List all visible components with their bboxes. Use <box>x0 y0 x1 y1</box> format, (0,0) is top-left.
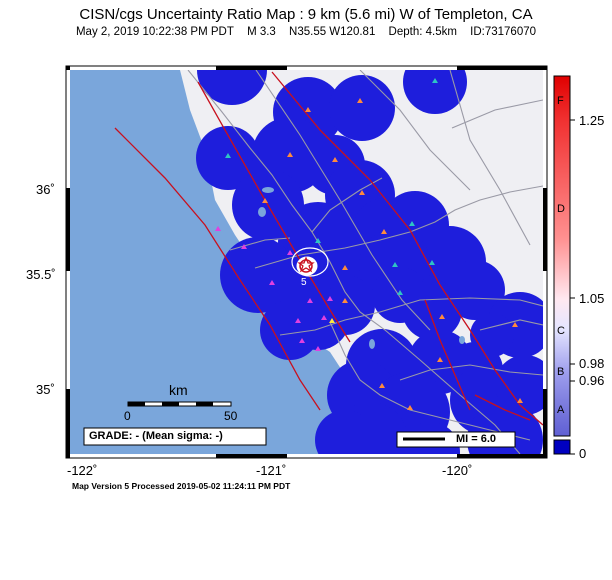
scale-end: 50 <box>224 409 238 423</box>
event-details: May 2, 2019 10:22:38 PM PDT M 3.3 N35.55… <box>0 26 612 38</box>
x-tick-122: -122˚ <box>67 463 98 478</box>
colorbar <box>553 75 575 455</box>
faults <box>114 71 543 426</box>
grade-box <box>83 427 267 446</box>
map-area: 5 <box>70 70 543 454</box>
mi-legend <box>396 431 516 448</box>
scale-bar <box>127 401 232 407</box>
svg-text:5: 5 <box>301 277 307 288</box>
colorbar-value-1-25: 1.25 <box>579 113 605 128</box>
colorbar-value-0: 0 <box>579 446 587 461</box>
map-footer: Map Version 5 Processed 2019-05-02 11:24… <box>72 481 291 491</box>
event-depth: Depth: 4.5km <box>388 26 457 38</box>
stations <box>215 78 523 410</box>
lakes <box>258 187 465 349</box>
event-date: May 2, 2019 10:22:38 PM PDT <box>75 26 234 38</box>
colorbar-letter-a: A <box>557 404 565 416</box>
map-frame <box>65 65 548 459</box>
colorbar-letter-f: F <box>557 95 564 107</box>
colorbar-letter-d: D <box>557 203 565 215</box>
event-magnitude: M 3.3 <box>247 26 276 38</box>
roads <box>187 70 543 454</box>
epicenter-contours: 5 <box>291 247 329 288</box>
x-tick-121: -121˚ <box>256 463 287 478</box>
colorbar-value-1-05: 1.05 <box>579 291 605 306</box>
scale-start: 0 <box>124 409 131 423</box>
grade-text: GRADE: - (Mean sigma: -) <box>89 430 223 442</box>
mi-legend-text: MI = 6.0 <box>456 433 497 445</box>
colorbar-letter-c: C <box>557 325 565 337</box>
colorbar-value-0-98: 0.98 <box>579 356 605 371</box>
y-tick-35-5: 35.5˚ <box>26 267 56 282</box>
x-tick-120: -120˚ <box>442 463 473 478</box>
y-tick-35: 35˚ <box>36 382 55 397</box>
scale-unit: km <box>169 382 188 398</box>
colorbar-value-0-96: 0.96 <box>579 373 605 388</box>
colorbar-letter-b: B <box>557 366 565 378</box>
y-tick-36: 36˚ <box>36 182 55 197</box>
event-id: ID:73176070 <box>470 26 537 38</box>
map-title: CISN/cgs Uncertainty Ratio Map : 9 km (5… <box>79 6 533 23</box>
event-location: N35.55 W120.81 <box>289 26 376 38</box>
